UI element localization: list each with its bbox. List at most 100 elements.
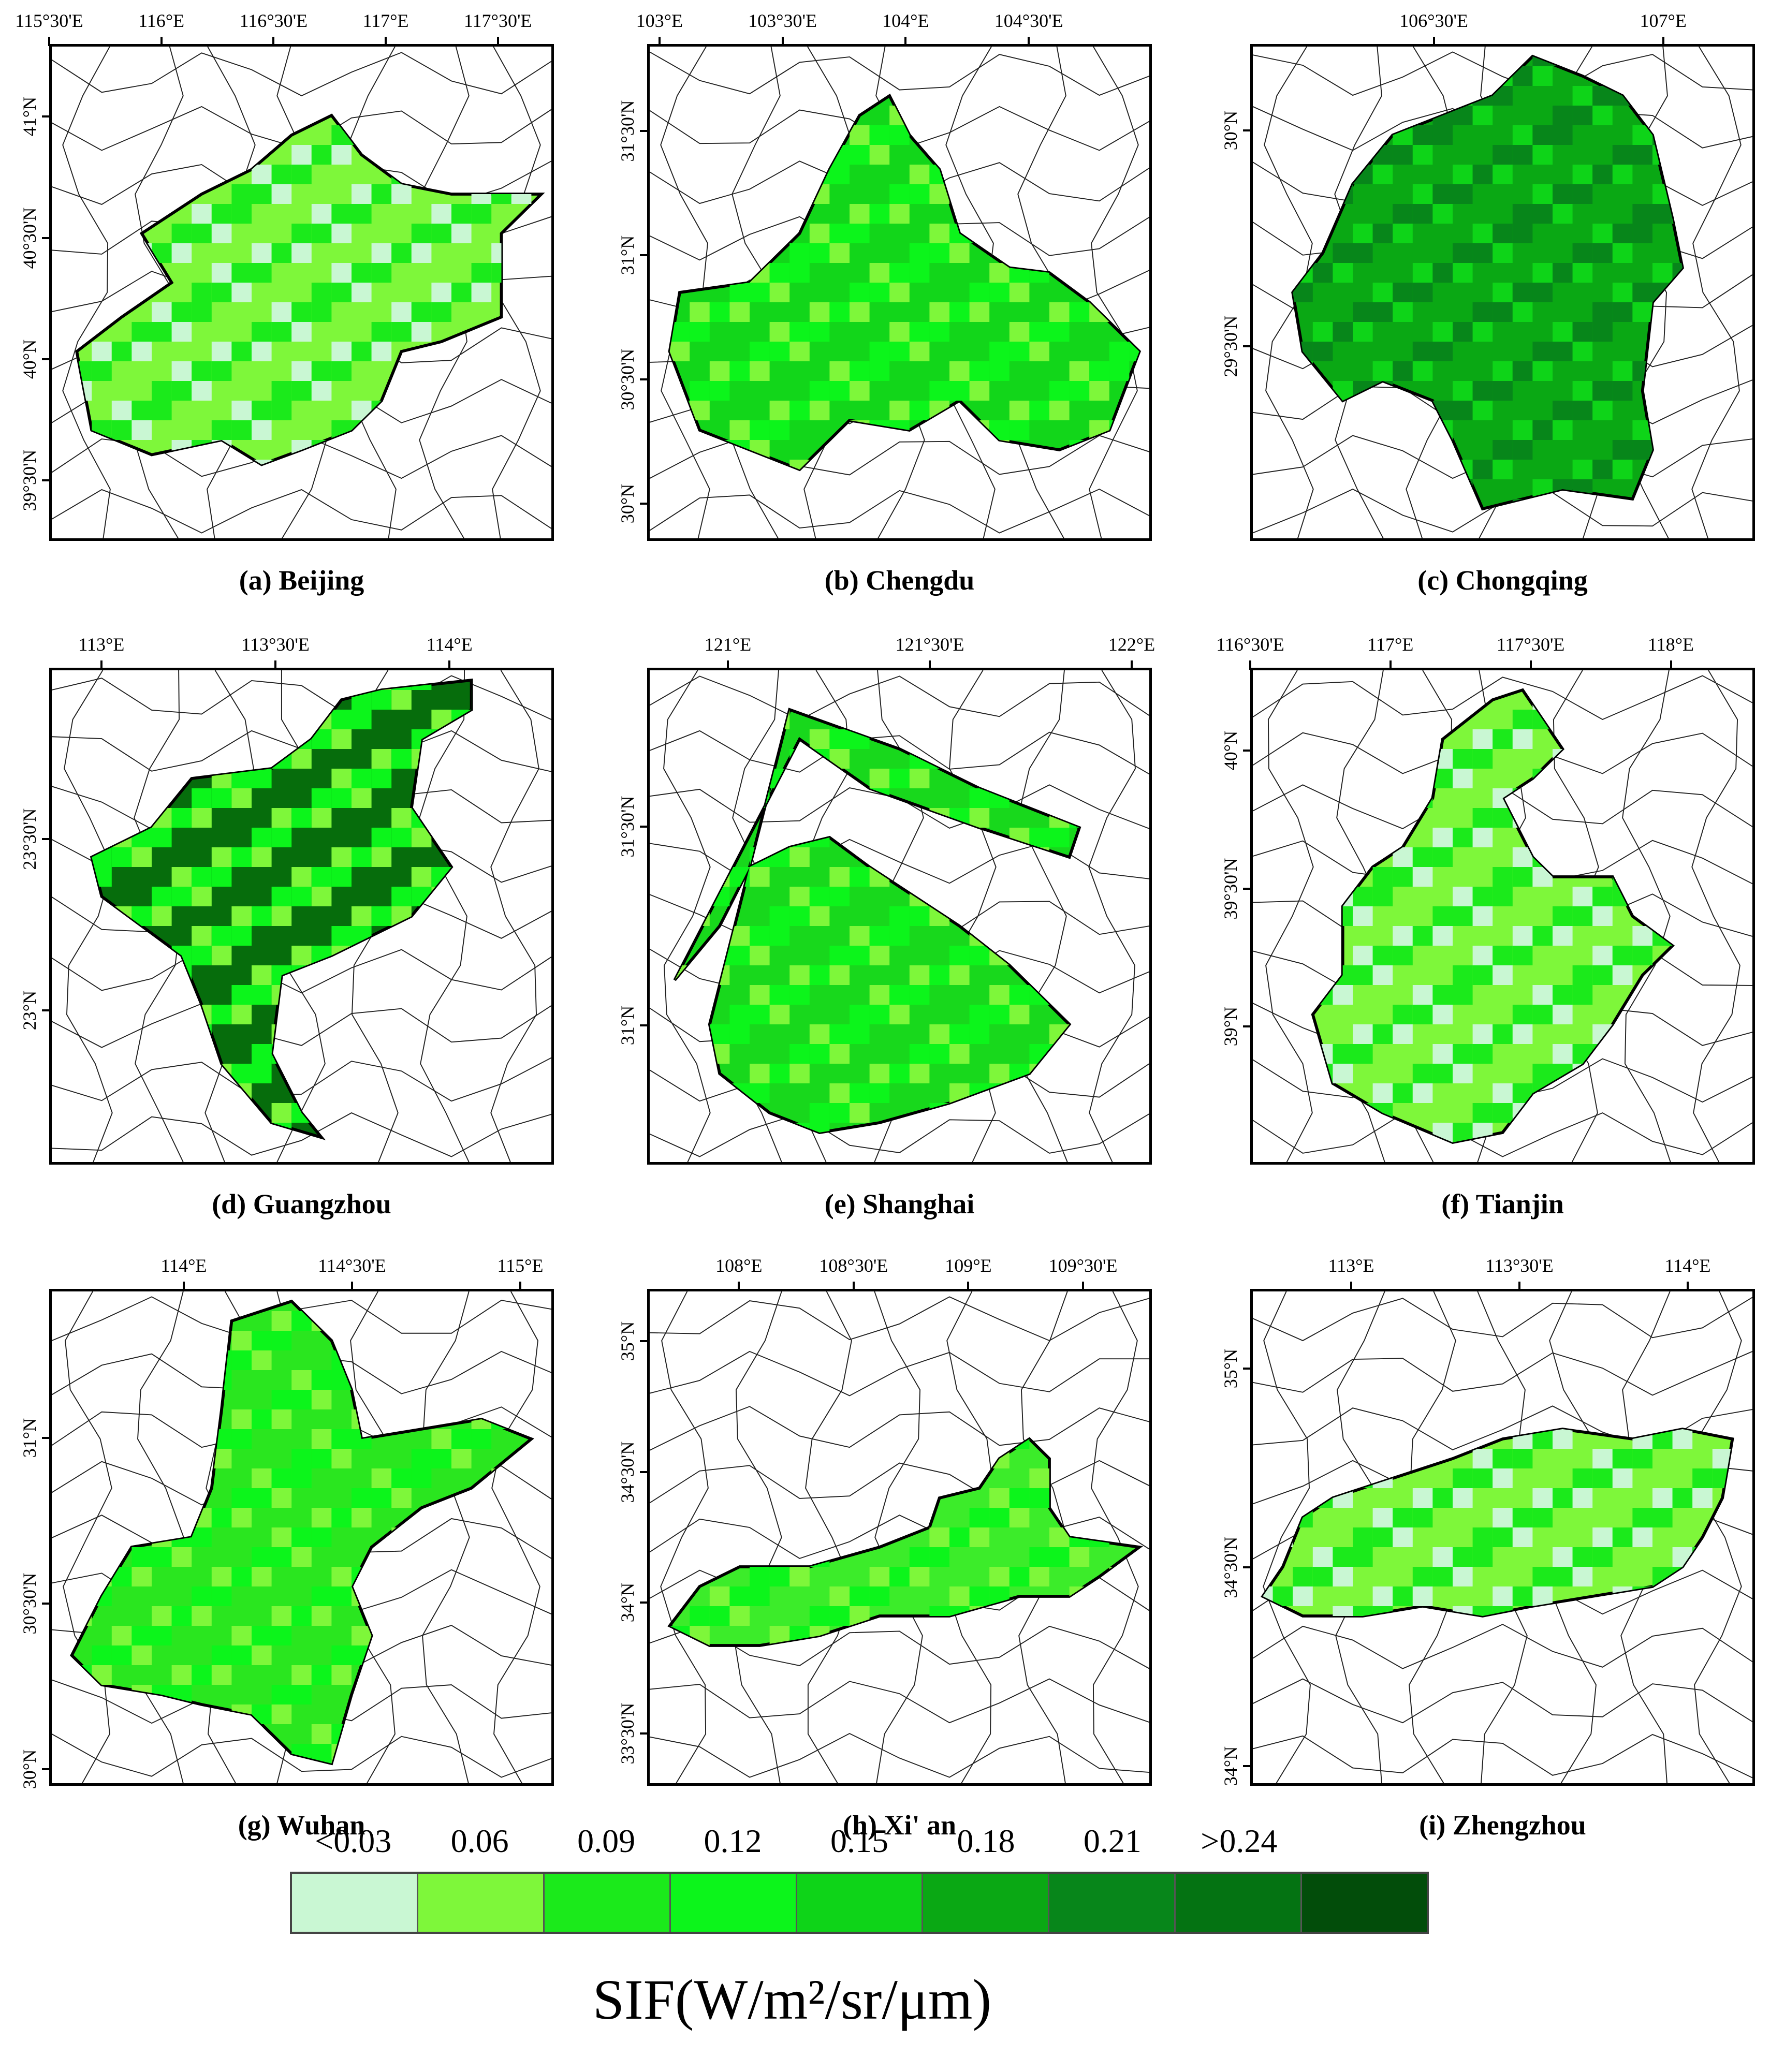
- latitude-label: 30°N: [1220, 110, 1241, 151]
- sif-pixel: [1612, 381, 1633, 401]
- sif-pixel: [511, 243, 532, 263]
- sif-pixel: [1732, 243, 1752, 263]
- sif-pixel: [1089, 710, 1109, 729]
- map-frame-wuhan: [49, 1289, 554, 1786]
- sif-pixel: [1512, 440, 1533, 460]
- sif-pixel: [1713, 1044, 1733, 1064]
- sif-pixel: [1672, 401, 1683, 420]
- sif-pixel: [949, 1024, 970, 1044]
- sif-pixel: [1673, 1331, 1693, 1350]
- sif-pixel: [1029, 165, 1049, 184]
- sif-pixel: [1353, 1744, 1373, 1764]
- sif-pixel: [152, 1606, 172, 1626]
- sif-pixel: [92, 342, 112, 361]
- sif-pixel: [311, 1586, 332, 1606]
- sif-pixel: [1712, 1468, 1733, 1488]
- sif-pixel: [1312, 847, 1333, 867]
- county-boundary: [1253, 1733, 1752, 1779]
- panel-caption: (f) Tianjin: [1441, 1188, 1564, 1219]
- sif-pixel: [111, 1508, 132, 1527]
- sif-pixel: [750, 145, 770, 165]
- sif-pixel: [969, 1527, 990, 1547]
- sif-pixel: [1473, 1626, 1493, 1645]
- sif-pixel: [1010, 1704, 1030, 1724]
- sif-pixel: [291, 1685, 312, 1704]
- sif-pixel: [192, 66, 212, 86]
- sif-pixel: [1089, 946, 1109, 965]
- sif-pixel: [829, 1665, 850, 1685]
- county-boundary: [650, 1350, 1149, 1397]
- sif-pixel: [1049, 401, 1070, 420]
- sif-pixel: [371, 1547, 392, 1567]
- sif-pixel: [92, 283, 112, 302]
- sif-pixel: [231, 690, 252, 710]
- sif-pixel: [1353, 1547, 1373, 1567]
- sif-pixel: [491, 1547, 511, 1567]
- sif-pixel: [511, 1311, 532, 1331]
- sif-pixel: [471, 1005, 472, 1024]
- sif-pixel: [111, 204, 132, 224]
- sif-pixel: [491, 769, 511, 788]
- sif-pixel: [291, 165, 312, 184]
- sif-pixel: [1312, 1123, 1333, 1142]
- sif-pixel: [1029, 322, 1049, 342]
- sif-pixel: [1273, 66, 1293, 86]
- sif-pixel: [1613, 519, 1633, 538]
- sif-pixel: [1553, 749, 1573, 769]
- sif-pixel: [829, 1449, 850, 1468]
- sif-pixel: [1632, 788, 1652, 808]
- sif-pixel: [371, 1645, 392, 1665]
- sif-pixel: [271, 401, 292, 420]
- sif-pixel: [1109, 946, 1130, 965]
- sif-pixel: [52, 808, 72, 828]
- longitude-tick: [519, 1282, 521, 1291]
- sif-pixel: [669, 263, 690, 283]
- sif-pixel: [1109, 1724, 1130, 1744]
- sif-pixel: [1613, 1291, 1633, 1311]
- sif-pixel: [1472, 906, 1493, 926]
- sif-pixel: [1692, 1704, 1713, 1724]
- sif-pixel: [471, 342, 492, 361]
- sif-pixel: [710, 66, 730, 86]
- sif-pixel: [909, 1468, 930, 1488]
- sif-pixel: [511, 302, 532, 322]
- sif-pixel: [152, 1024, 172, 1044]
- sif-pixel: [750, 946, 770, 965]
- sif-pixel: [331, 788, 352, 808]
- sif-pixel: [909, 401, 930, 420]
- sif-pixel: [1472, 808, 1493, 828]
- sif-pixel: [809, 1024, 830, 1044]
- sif-pixel: [152, 460, 172, 465]
- sif-pixel: [271, 985, 292, 1005]
- sif-pixel: [171, 302, 192, 322]
- sif-pixel: [1089, 1439, 1109, 1449]
- sif-pixel: [1553, 401, 1573, 420]
- sif-pixel: [211, 283, 232, 302]
- sif-pixel: [829, 1764, 850, 1783]
- sif-pixel: [1353, 165, 1373, 184]
- sif-pixel: [1029, 1547, 1049, 1567]
- sif-pixel: [949, 1468, 970, 1488]
- sif-pixel: [770, 1331, 790, 1350]
- sif-pixel: [471, 906, 472, 926]
- sif-pixel: [1512, 125, 1533, 145]
- sif-pixel: [172, 519, 192, 538]
- sif-pixel: [1029, 1488, 1049, 1508]
- sif-pixel: [829, 1744, 850, 1764]
- sif-pixel: [1713, 224, 1733, 243]
- sif-pixel: [750, 867, 770, 887]
- sif-pixel: [531, 224, 542, 243]
- sif-pixel: [1253, 1744, 1273, 1764]
- sif-pixel: [1592, 828, 1613, 847]
- sif-pixel: [171, 1044, 192, 1064]
- sif-pixel: [311, 302, 332, 322]
- county-boundary: [1694, 1291, 1742, 1783]
- sif-pixel: [750, 204, 770, 224]
- county-boundary: [1691, 670, 1740, 1162]
- county-boundary: [52, 1003, 551, 1048]
- sif-pixel: [352, 401, 372, 420]
- sif-pixel: [311, 887, 332, 906]
- sif-pixel: [1713, 1409, 1733, 1429]
- sif-pixel: [1612, 361, 1633, 381]
- sif-pixel: [1673, 1724, 1693, 1744]
